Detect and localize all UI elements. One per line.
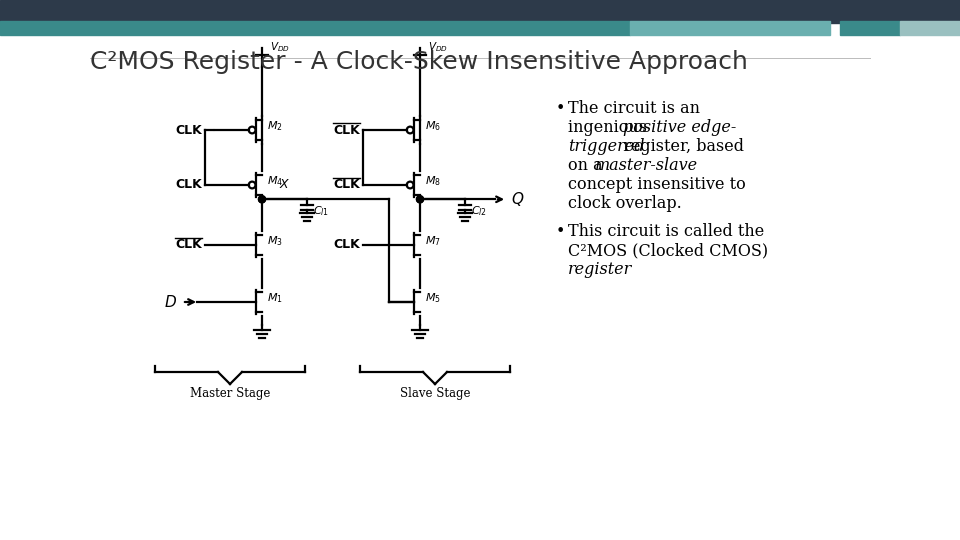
Text: concept insensitive to: concept insensitive to (568, 176, 746, 193)
Text: This circuit is called the: This circuit is called the (568, 223, 764, 240)
Text: $M_3$: $M_3$ (267, 234, 283, 248)
Text: $Q$: $Q$ (511, 190, 524, 208)
Bar (840, 21, 900, 35)
Text: on a: on a (568, 157, 608, 174)
Text: CLK: CLK (175, 179, 202, 192)
Text: $M_2$: $M_2$ (267, 119, 283, 133)
Text: $X$: $X$ (278, 178, 290, 191)
Bar (0, 21, 630, 35)
Text: CLK: CLK (333, 239, 360, 252)
Text: Slave Stage: Slave Stage (399, 387, 470, 400)
Text: •: • (556, 100, 565, 117)
Circle shape (258, 196, 266, 203)
Circle shape (417, 196, 423, 203)
Text: •: • (556, 223, 565, 240)
Text: C²MOS (Clocked CMOS): C²MOS (Clocked CMOS) (568, 242, 768, 259)
Text: $M_6$: $M_6$ (425, 119, 441, 133)
Text: $M_4$: $M_4$ (267, 174, 283, 188)
Text: $M_5$: $M_5$ (425, 291, 441, 305)
Text: $V_{DD}$: $V_{DD}$ (270, 40, 290, 53)
Bar (900, 21, 960, 35)
Text: $C_{l2}$: $C_{l2}$ (471, 205, 487, 218)
Text: register: register (568, 261, 633, 278)
Text: CLK: CLK (175, 124, 202, 137)
Text: $M_1$: $M_1$ (267, 291, 283, 305)
Text: $M_7$: $M_7$ (425, 234, 441, 248)
Text: register, based: register, based (618, 138, 744, 155)
Circle shape (417, 196, 423, 203)
Text: ingenious: ingenious (568, 119, 652, 136)
Text: triggered: triggered (568, 138, 644, 155)
Text: $V_{DD}$: $V_{DD}$ (428, 40, 447, 53)
Text: CLK: CLK (333, 124, 360, 137)
Text: master-slave: master-slave (595, 157, 698, 174)
Bar (630, 21, 830, 35)
Text: $D$: $D$ (164, 294, 177, 310)
Text: Master Stage: Master Stage (190, 387, 270, 400)
Text: CLK: CLK (175, 239, 202, 252)
Bar (0, 0, 960, 23)
Text: C²MOS Register - A Clock-Skew Insensitive Approach: C²MOS Register - A Clock-Skew Insensitiv… (90, 50, 748, 74)
Text: clock overlap.: clock overlap. (568, 195, 682, 212)
Text: positive edge-: positive edge- (623, 119, 736, 136)
Text: CLK: CLK (333, 179, 360, 192)
Text: $C_{l1}$: $C_{l1}$ (313, 205, 329, 218)
Text: $M_8$: $M_8$ (425, 174, 441, 188)
Text: The circuit is an: The circuit is an (568, 100, 700, 117)
Circle shape (258, 196, 266, 203)
